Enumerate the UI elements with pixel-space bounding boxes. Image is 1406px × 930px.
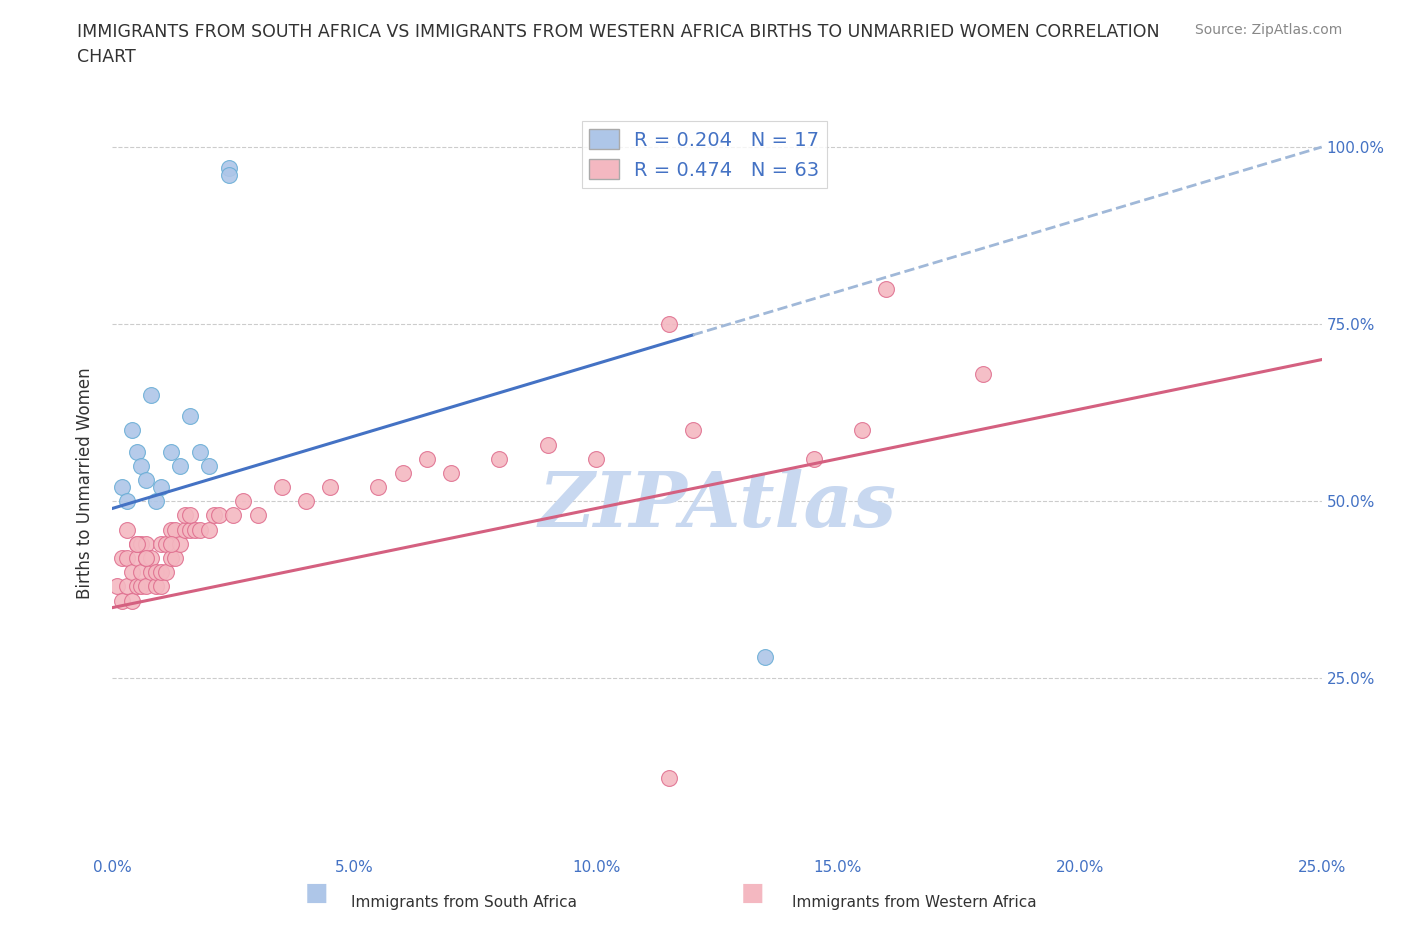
Point [851,423,873,438]
Point [169,537,191,551]
Point [125,578,148,593]
Point [115,578,138,593]
Point [111,593,134,608]
Point [149,578,172,593]
Point [188,523,211,538]
Point [198,523,221,538]
Point [319,480,342,495]
Point [537,437,560,452]
Point [658,770,681,785]
Point [165,523,187,538]
Point [208,508,231,523]
Point [585,451,607,466]
Point [149,565,172,579]
Point [488,451,510,466]
Point [165,551,187,565]
Point [115,494,138,509]
Point [174,508,197,523]
Point [131,578,153,593]
Point [125,537,148,551]
Point [149,537,172,551]
Point [115,523,138,538]
Point [131,458,153,473]
Text: ■: ■ [305,881,328,905]
Point [367,480,389,495]
Point [246,508,269,523]
Point [416,451,439,466]
Point [159,445,181,459]
Point [270,480,292,495]
Point [159,537,181,551]
Point [295,494,318,509]
Point [149,480,172,495]
Text: IMMIGRANTS FROM SOUTH AFRICA VS IMMIGRANTS FROM WESTERN AFRICA BIRTHS TO UNMARRI: IMMIGRANTS FROM SOUTH AFRICA VS IMMIGRAN… [77,23,1160,66]
Point [169,458,191,473]
Point [135,537,157,551]
Point [135,578,157,593]
Point [179,508,201,523]
Point [198,458,221,473]
Point [125,537,148,551]
Point [183,523,205,538]
Point [440,466,463,481]
Text: Source: ZipAtlas.com: Source: ZipAtlas.com [1195,23,1343,37]
Point [121,423,143,438]
Point [131,565,153,579]
Point [135,551,157,565]
Point [155,565,177,579]
Point [145,565,167,579]
Point [391,466,413,481]
Text: ■: ■ [741,881,763,905]
Point [155,537,177,551]
Text: Immigrants from Western Africa: Immigrants from Western Africa [792,895,1036,910]
Point [174,523,197,538]
Point [105,578,128,593]
Point [121,593,143,608]
Point [111,551,134,565]
Legend: R = 0.204   N = 17, R = 0.474   N = 63: R = 0.204 N = 17, R = 0.474 N = 63 [582,121,827,188]
Point [803,451,825,466]
Point [121,565,143,579]
Point [131,537,153,551]
Point [125,551,148,565]
Text: ZIPAtlas: ZIPAtlas [538,469,896,543]
Point [972,366,994,381]
Point [188,445,211,459]
Point [218,161,240,176]
Point [135,472,157,487]
Point [145,578,167,593]
Point [145,494,167,509]
Point [141,551,163,565]
Point [111,480,134,495]
Point [125,445,148,459]
Point [875,281,897,296]
Point [159,523,181,538]
Point [179,409,201,424]
Y-axis label: Births to Unmarried Women: Births to Unmarried Women [76,367,94,600]
Point [682,423,704,438]
Text: Immigrants from South Africa: Immigrants from South Africa [352,895,576,910]
Point [232,494,254,509]
Point [218,168,240,183]
Point [754,650,776,665]
Point [179,523,201,538]
Point [135,551,157,565]
Point [141,565,163,579]
Point [141,388,163,403]
Point [115,551,138,565]
Point [658,317,681,332]
Point [222,508,245,523]
Point [202,508,225,523]
Point [159,551,181,565]
